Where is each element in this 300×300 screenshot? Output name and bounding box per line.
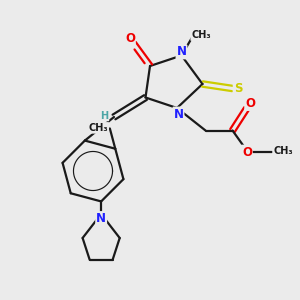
Text: O: O: [242, 146, 252, 159]
Text: H: H: [100, 110, 109, 121]
Text: N: N: [173, 107, 184, 121]
Text: CH₃: CH₃: [88, 123, 108, 133]
Text: N: N: [96, 212, 106, 225]
Text: S: S: [234, 82, 242, 95]
Text: CH₃: CH₃: [191, 30, 211, 40]
Text: O: O: [125, 32, 135, 46]
Text: N: N: [176, 45, 187, 58]
Text: O: O: [245, 97, 255, 110]
Text: CH₃: CH₃: [273, 146, 293, 157]
